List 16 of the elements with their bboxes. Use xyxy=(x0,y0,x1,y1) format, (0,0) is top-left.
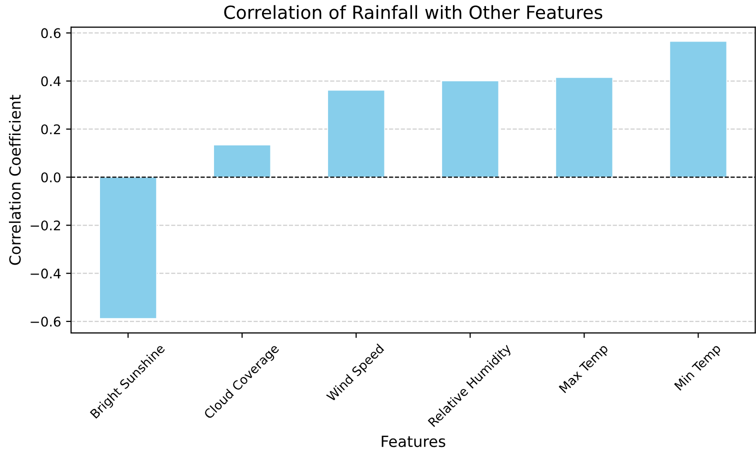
y-axis-title: Correlation Coefficient xyxy=(8,94,21,265)
y-tick-label: 0.2 xyxy=(41,124,60,134)
bar xyxy=(99,176,158,319)
y-tick-label: −0.6 xyxy=(30,316,61,327)
y-tick-label: −0.4 xyxy=(30,268,61,279)
bar xyxy=(441,80,500,178)
x-axis-title: Features xyxy=(382,436,446,448)
y-tick-label: −0.2 xyxy=(30,220,60,230)
bar xyxy=(669,40,728,178)
bar xyxy=(327,90,386,178)
y-tick-label: 0.4 xyxy=(41,76,61,86)
y-tick-label: 0.6 xyxy=(41,28,61,38)
y-tick-label: 0.0 xyxy=(41,172,60,182)
chart-title: Correlation of Rainfall with Other Features xyxy=(224,5,602,20)
bar xyxy=(555,77,614,178)
bar xyxy=(213,144,272,178)
